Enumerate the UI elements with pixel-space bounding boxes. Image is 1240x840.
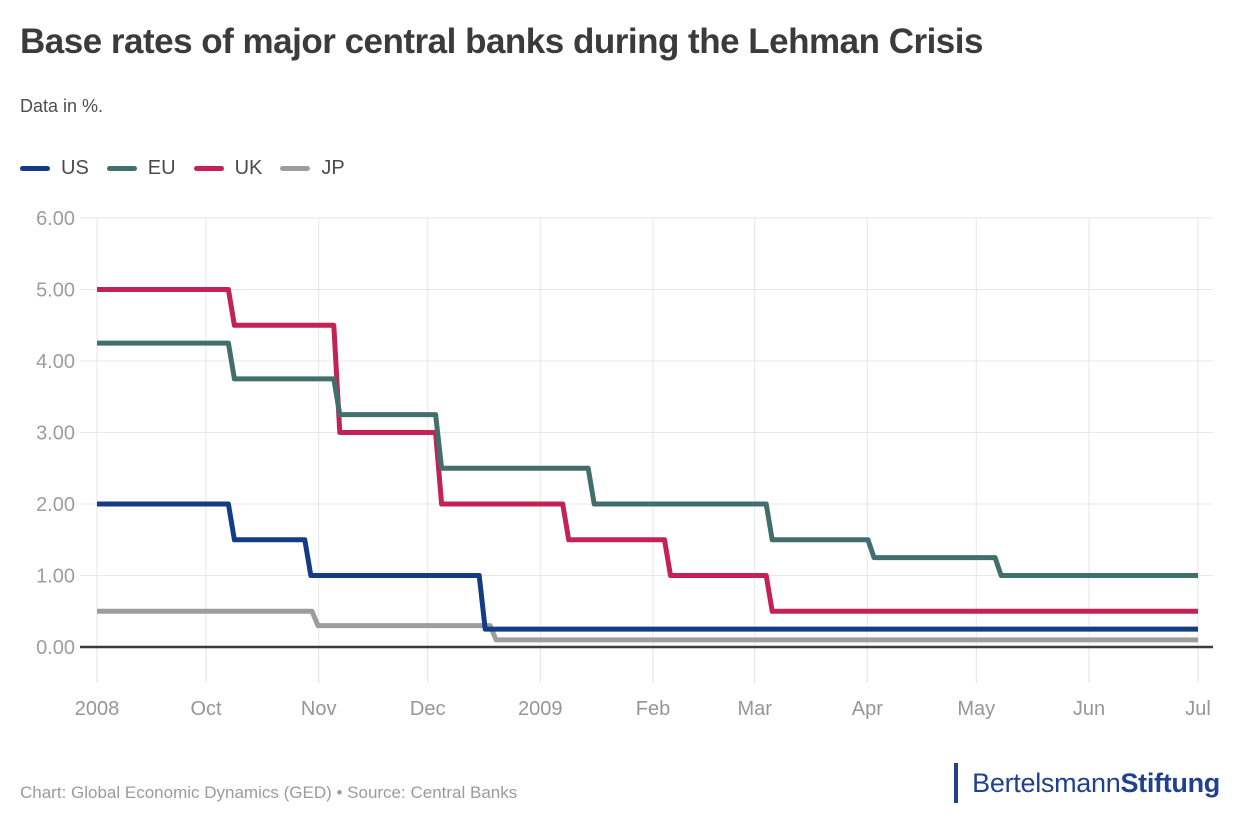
y-axis-label-1.00: 1.00 (36, 566, 75, 588)
y-axis-label-4.00: 4.00 (36, 351, 75, 373)
source-credit: Chart: Global Economic Dynamics (GED) • … (20, 783, 518, 802)
x-axis-label-jul: Jul (1185, 698, 1211, 720)
series-line-eu (97, 340, 1198, 578)
logo-bar (954, 763, 959, 803)
legend-swatch-uk (193, 166, 224, 171)
logo-text-regular: Bertelsmann (972, 768, 1121, 798)
x-axis-label-2008: 2008 (75, 698, 120, 720)
chart-title: Base rates of major central banks during… (20, 22, 983, 61)
x-axis-label-nov: Nov (301, 698, 337, 720)
legend-item-eu: EU (106, 157, 176, 180)
x-axis-label-dec: Dec (410, 698, 446, 720)
legend-swatch-jp (280, 166, 311, 171)
legend-swatch-eu (106, 166, 137, 171)
legend-item-us: US (20, 157, 89, 180)
logo-text: BertelsmannStiftung (972, 763, 1220, 803)
legend-label-uk: UK (234, 157, 263, 179)
series-line-us (97, 501, 1198, 632)
x-axis-label-apr: Apr (852, 698, 883, 720)
legend-item-uk: UK (193, 157, 263, 180)
x-axis-label-mar: Mar (737, 698, 772, 720)
y-axis-label-5.00: 5.00 (36, 280, 75, 302)
x-axis-label-feb: Feb (636, 698, 670, 720)
series-line-jp (97, 608, 1198, 643)
y-axis-label-0.00: 0.00 (36, 637, 75, 659)
x-axis-label-oct: Oct (190, 698, 222, 720)
legend-item-jp: JP (280, 157, 345, 180)
x-axis-label-may: May (957, 698, 995, 720)
logo-text-bold: Stiftung (1120, 768, 1220, 798)
legend-label-eu: EU (147, 157, 176, 179)
y-axis-label-2.00: 2.00 (36, 494, 75, 516)
series-line-uk (97, 287, 1198, 614)
x-axis-label-2009: 2009 (518, 698, 563, 720)
bertelsmann-stiftung-logo: BertelsmannStiftung (954, 763, 1220, 803)
legend-label-us: US (61, 157, 89, 179)
x-axis-label-jun: Jun (1073, 698, 1105, 720)
legend: US EU UK JP (20, 157, 345, 180)
y-axis-label-3.00: 3.00 (36, 423, 75, 445)
chart-subtitle: Data in %. (20, 96, 104, 116)
legend-swatch-us (20, 166, 50, 171)
legend-label-jp: JP (321, 157, 345, 179)
y-axis-label-6.00: 6.00 (36, 208, 75, 230)
